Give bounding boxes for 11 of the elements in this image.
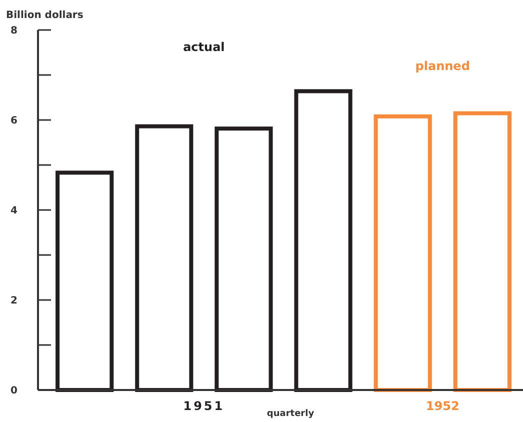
y-tick-label: 6: [10, 116, 18, 126]
y-tick-label: 2: [10, 296, 18, 306]
x-axis-title: quarterly: [266, 409, 314, 419]
y-tick-label: 8: [10, 26, 18, 36]
y-axis-title: Billion dollars: [6, 10, 84, 21]
y-tick-label: 4: [10, 206, 18, 216]
text: 1951: [183, 399, 225, 413]
text: actual: [183, 40, 225, 54]
y-tick-label: 0: [10, 386, 18, 396]
text: planned: [415, 59, 470, 73]
text: 1952: [426, 399, 460, 413]
